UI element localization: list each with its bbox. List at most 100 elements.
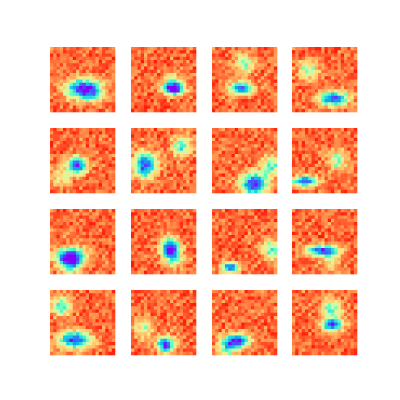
pixel (218, 189, 223, 194)
pixel (76, 69, 80, 74)
pixel (59, 89, 64, 93)
pixel (337, 244, 342, 249)
pixel (225, 254, 229, 259)
pixel (102, 131, 106, 135)
pixel (301, 150, 306, 155)
pixel (160, 102, 164, 106)
pixel (108, 47, 113, 51)
pixel (212, 176, 216, 181)
pixel (50, 290, 54, 294)
pixel (179, 66, 184, 71)
pixel (212, 82, 216, 87)
pixel (189, 251, 194, 255)
pixel (144, 163, 148, 168)
pixel (321, 170, 325, 174)
pixel (231, 76, 236, 80)
pixel (260, 222, 265, 226)
pixel (131, 134, 135, 139)
pixel (173, 92, 177, 97)
pixel (66, 170, 70, 174)
pixel (150, 215, 155, 220)
pixel (98, 306, 103, 310)
pixel (305, 248, 309, 252)
pixel (301, 160, 306, 165)
pixel (301, 176, 306, 181)
pixel (56, 225, 61, 229)
pixel (170, 248, 174, 252)
pixel (221, 141, 226, 145)
pixel (340, 76, 345, 80)
pixel (147, 231, 151, 236)
pixel (95, 137, 100, 142)
pixel (183, 163, 187, 168)
pixel (301, 163, 306, 168)
pixel (186, 264, 190, 268)
pixel (308, 257, 312, 262)
pixel (79, 69, 83, 74)
pixel (63, 303, 67, 307)
pixel (238, 167, 242, 171)
pixel (50, 60, 54, 64)
pixel (183, 105, 187, 110)
pixel (137, 60, 142, 64)
pixel (108, 296, 113, 301)
pixel (225, 60, 229, 64)
pixel (273, 218, 278, 223)
pixel (298, 163, 303, 168)
pixel (179, 170, 184, 174)
pixel (173, 228, 177, 233)
pixel (254, 131, 258, 135)
pixel (298, 73, 303, 77)
pixel (150, 63, 155, 67)
pixel (234, 53, 239, 58)
pixel (257, 69, 262, 74)
pixel (331, 254, 335, 259)
pixel (147, 82, 151, 87)
pixel (111, 76, 116, 80)
pixel (79, 92, 83, 97)
pixel (92, 50, 96, 54)
pixel (234, 257, 239, 262)
pixel (251, 50, 255, 54)
pixel (85, 157, 90, 161)
pixel (340, 270, 345, 275)
pixel (98, 267, 103, 272)
pixel (56, 264, 61, 268)
pixel (95, 92, 100, 97)
pixel (170, 69, 174, 74)
pixel (327, 131, 332, 135)
pixel (105, 299, 109, 304)
pixel (89, 147, 93, 152)
pixel (153, 95, 158, 100)
pixel (53, 163, 57, 168)
pixel (147, 128, 151, 132)
pixel (244, 235, 249, 239)
pixel (50, 134, 54, 139)
pixel (241, 105, 245, 110)
pixel (76, 212, 80, 216)
pixel (76, 50, 80, 54)
pixel (92, 306, 96, 310)
pixel (192, 163, 197, 168)
pixel (72, 128, 77, 132)
pixel (267, 189, 271, 194)
pixel (59, 183, 64, 187)
pixel (76, 144, 80, 148)
pixel (257, 222, 262, 226)
pixel (324, 150, 329, 155)
pixel (137, 99, 142, 103)
pixel (305, 225, 309, 229)
pixel (264, 147, 268, 152)
pixel (231, 251, 236, 255)
pixel (108, 69, 113, 74)
pixel (147, 186, 151, 191)
pixel (308, 105, 312, 110)
pixel (264, 257, 268, 262)
pixel (166, 150, 171, 155)
pixel (298, 53, 303, 58)
pixel (264, 79, 268, 84)
pixel (186, 102, 190, 106)
pixel (221, 267, 226, 272)
pixel (160, 86, 164, 90)
pixel (344, 270, 348, 275)
